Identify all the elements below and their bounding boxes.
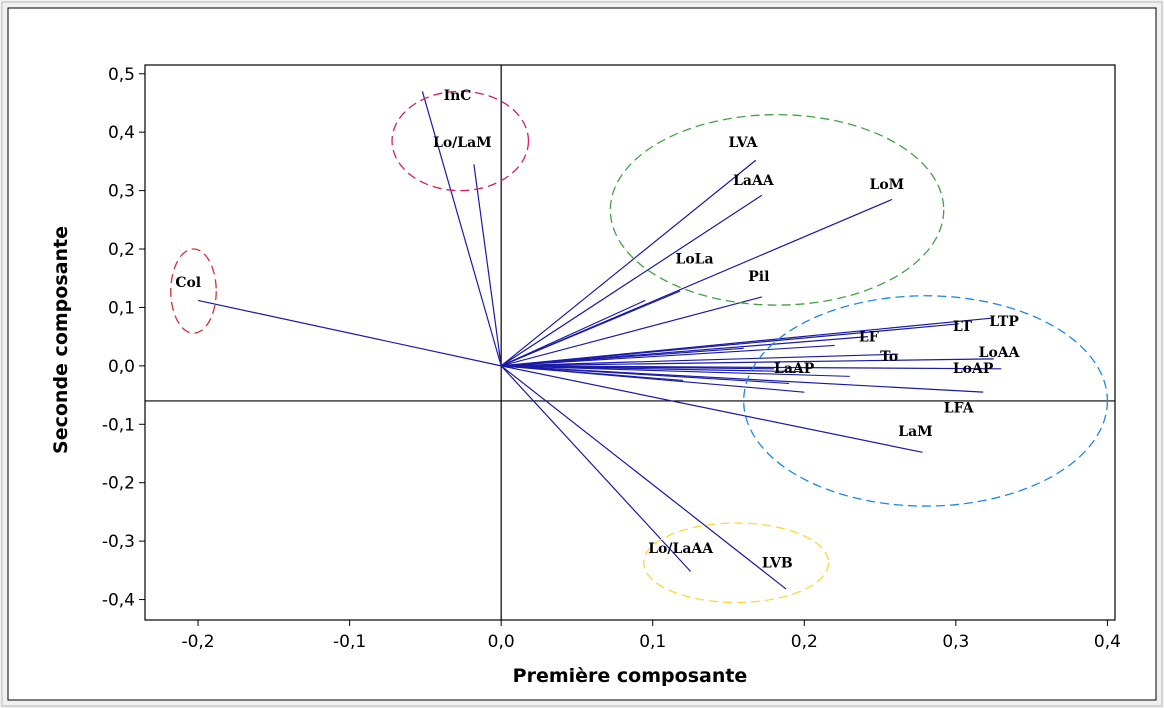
- vector-label-loap: LoAP: [953, 361, 994, 377]
- vector-label-lo-lam: Lo/LaM: [433, 135, 492, 151]
- loading-vectors: [197, 91, 1002, 590]
- vector-lo-lam: [473, 164, 502, 366]
- vector-label-lo-laaa: Lo/LaAA: [648, 541, 714, 557]
- vector-label-col: Col: [175, 275, 201, 291]
- x-axis-ticks: -0,2 -0,1 0,0 0,1 0,2 0,3 0,4: [181, 620, 1121, 652]
- vector-lfa: [501, 365, 984, 393]
- y-tick-label: 0,2: [108, 240, 135, 260]
- y-tick-label: 0,5: [108, 65, 135, 85]
- secondary-vector-6: [501, 365, 684, 382]
- vector-label-lvb: LVB: [762, 555, 793, 571]
- group-ellipse-4: [743, 295, 1109, 507]
- vector-lf: [501, 336, 869, 367]
- vector-label-lt: LT: [953, 319, 973, 335]
- vector-lam: [501, 365, 923, 453]
- vector-laaa: [500, 194, 763, 367]
- x-tick-label: -0,2: [181, 632, 214, 652]
- vector-label-laap: LaAP: [774, 361, 815, 377]
- y-tick-label: 0,0: [108, 357, 135, 377]
- vector-label-ltp: LTP: [989, 314, 1019, 330]
- vector-loaa: [501, 358, 994, 367]
- vector-lvb: [500, 365, 787, 590]
- vector-label-inc: InC: [444, 88, 472, 104]
- x-tick-label: 0,0: [488, 632, 515, 652]
- vector-label-lf: LF: [859, 329, 879, 345]
- vector-col: [197, 299, 502, 367]
- vector-label-loaa: LoAA: [979, 345, 1021, 361]
- group-ellipse-2: [170, 248, 217, 334]
- reference-lines: [145, 65, 1115, 620]
- x-tick-label: 0,3: [942, 632, 969, 652]
- secondary-vector-8: [501, 344, 835, 367]
- group-ellipse-5: [642, 522, 830, 604]
- vector-label-lfa: LFA: [944, 401, 975, 417]
- x-tick-label: -0,1: [333, 632, 366, 652]
- y-tick-label: 0,3: [108, 182, 135, 202]
- x-tick-label: 0,4: [1094, 632, 1121, 652]
- secondary-vector-4: [501, 365, 850, 377]
- vector-label-lola: LoLa: [675, 252, 713, 268]
- y-tick-label: -0,2: [102, 474, 135, 494]
- plot-border: [144, 64, 1116, 621]
- y-axis-title: Seconde composante: [50, 226, 72, 454]
- x-tick-label: 0,1: [639, 632, 666, 652]
- y-tick-label: 0,1: [108, 298, 135, 318]
- vector-label-pil: Pil: [748, 269, 769, 285]
- vector-pil: [501, 296, 763, 367]
- vector-inc: [421, 91, 502, 367]
- y-tick-label: -0,3: [102, 532, 135, 552]
- vector-lola: [500, 290, 681, 367]
- y-tick-label: -0,1: [102, 415, 135, 435]
- vector-label-to: To: [880, 349, 898, 365]
- y-tick-label: 0,4: [108, 123, 135, 143]
- vector-label-lva: LVA: [729, 135, 759, 151]
- x-tick-label: 0,2: [791, 632, 818, 652]
- group-ellipse-1: [391, 90, 530, 192]
- secondary-vector-7: [500, 299, 646, 367]
- vector-loap: [501, 365, 1002, 370]
- y-tick-label: -0,4: [102, 591, 135, 611]
- x-axis-title: Première composante: [513, 665, 748, 687]
- vector-ltp: [501, 317, 994, 367]
- vector-label-laaa: LaAA: [733, 173, 775, 189]
- vector-lo-laaa: [500, 365, 692, 572]
- group-ellipse-3: [609, 114, 945, 306]
- vector-to: [501, 353, 899, 367]
- vector-lva: [500, 159, 757, 367]
- vector-label-lom: LoM: [869, 177, 904, 193]
- vector-label-lam: LaM: [898, 424, 932, 440]
- group-ellipses: [170, 90, 1109, 604]
- y-axis-ticks: 0,5 0,4 0,3 0,2 0,1 0,0 -0,1 -0,2 -0,3 -0,4: [102, 65, 145, 611]
